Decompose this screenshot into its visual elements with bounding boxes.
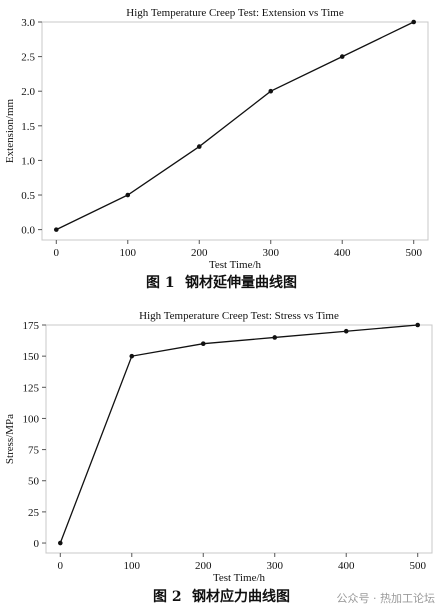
data-point — [415, 322, 421, 328]
chart-title: High Temperature Creep Test: Stress vs T… — [139, 310, 339, 322]
y-tick-label: 1.5 — [21, 121, 35, 133]
extension-chart: High Temperature Creep Test: Extension v… — [0, 0, 443, 300]
x-tick-label: 0 — [54, 247, 60, 259]
y-tick-label: 75 — [28, 445, 40, 457]
x-axis-label: Test Time/h — [213, 572, 266, 584]
x-tick-label: 400 — [338, 560, 355, 572]
x-tick-label: 100 — [124, 560, 141, 572]
figure-1-title: 钢材延伸量曲线图 — [185, 275, 298, 291]
series-line — [56, 21, 414, 231]
figure-2-caption: 图 2 钢材应力曲线图 — [0, 586, 443, 606]
figure-2-number: 图 2 — [152, 589, 182, 605]
figure-1-caption: 图 1 钢材延伸量曲线图 — [0, 272, 443, 292]
data-point — [200, 341, 206, 346]
y-tick-label: 100 — [23, 413, 40, 425]
y-tick-label: 3.0 — [21, 17, 35, 29]
data-point — [196, 144, 202, 149]
data-point — [411, 19, 417, 25]
x-tick-label: 300 — [262, 247, 279, 259]
y-tick-label: 25 — [28, 507, 40, 519]
y-axis-label: Extension/mm — [4, 98, 16, 163]
y-tick-label: 175 — [23, 320, 40, 332]
data-point — [129, 353, 135, 359]
stress-chart-svg: High Temperature Creep Test: Stress vs T… — [4, 310, 433, 584]
x-tick-label: 0 — [58, 560, 64, 572]
plot-frame — [45, 324, 433, 554]
data-point — [125, 192, 131, 198]
plot-frame — [41, 21, 429, 241]
x-tick-label: 100 — [120, 247, 137, 259]
x-tick-label: 200 — [195, 560, 212, 572]
x-axis-label: Test Time/h — [209, 259, 262, 271]
data-point — [53, 227, 59, 232]
y-axis-label: Stress/MPa — [4, 414, 16, 464]
y-tick-label: 2.5 — [21, 52, 35, 64]
x-tick-label: 500 — [405, 247, 422, 259]
chart-title: High Temperature Creep Test: Extension v… — [126, 7, 344, 19]
data-point — [57, 540, 63, 546]
y-tick-label: 125 — [23, 382, 40, 394]
data-point — [268, 88, 274, 94]
data-point — [339, 54, 345, 59]
y-tick-label: 150 — [23, 351, 40, 363]
y-tick-label: 0 — [34, 538, 40, 550]
x-tick-label: 200 — [191, 247, 208, 259]
data-point — [272, 335, 278, 340]
y-tick-label: 2.0 — [21, 86, 35, 98]
figure-1-number: 图 1 — [145, 275, 175, 291]
stress-chart: High Temperature Creep Test: Stress vs T… — [0, 303, 443, 611]
x-tick-label: 400 — [334, 247, 351, 259]
watermark: 公众号 · 热加工论坛 — [336, 592, 436, 605]
data-point — [343, 328, 349, 334]
x-tick-label: 300 — [266, 560, 283, 572]
y-tick-label: 0.0 — [21, 225, 35, 237]
y-tick-label: 50 — [28, 476, 40, 488]
series-line — [59, 324, 418, 544]
extension-chart-svg: High Temperature Creep Test: Extension v… — [4, 7, 429, 271]
y-tick-label: 0.5 — [21, 190, 35, 202]
x-tick-label: 500 — [409, 560, 426, 572]
y-tick-label: 1.0 — [21, 155, 35, 167]
figure-2-title: 钢材应力曲线图 — [192, 589, 291, 605]
